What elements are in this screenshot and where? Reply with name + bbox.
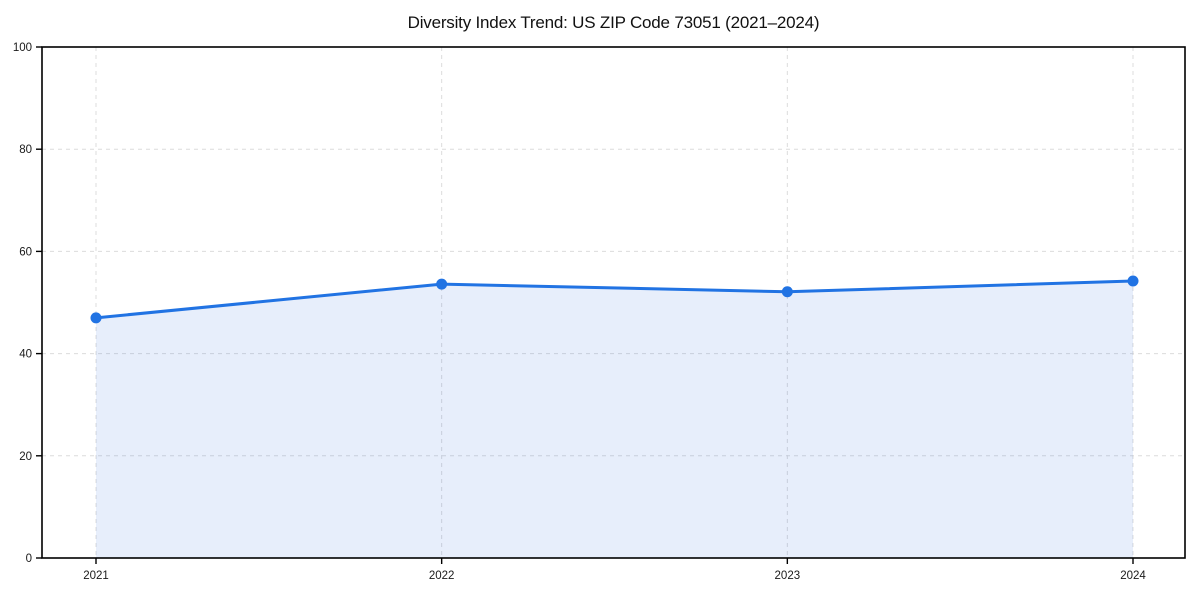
trend-line [94,279,1135,320]
y-tick-label: 60 [19,246,32,258]
data-point-markers [90,275,1139,324]
axes: 0 20 40 60 80 100 2021 2022 2023 2024 [13,42,1147,582]
y-tick-label: 0 [26,553,32,565]
chart-title: Diversity Index Trend: US ZIP Code 73051… [407,13,820,32]
x-tick-label: 2021 [83,570,109,582]
area-fill [96,281,1133,558]
x-tick-label: 2024 [1120,570,1146,582]
y-axis: 0 20 40 60 80 100 [13,42,42,565]
y-tick-label: 100 [13,42,32,54]
x-axis: 2021 2022 2023 2024 [83,558,1146,582]
x-tick-label: 2022 [429,570,455,582]
y-tick-label: 40 [19,349,32,361]
x-tick-label: 2023 [775,570,801,582]
data-point-marker [1127,275,1139,287]
y-tick-label: 80 [19,144,32,156]
data-point-marker [436,278,448,290]
data-point-marker [781,286,793,298]
plot-border [41,46,1186,559]
data-point-marker [90,312,102,324]
y-tick-label: 20 [19,451,32,463]
